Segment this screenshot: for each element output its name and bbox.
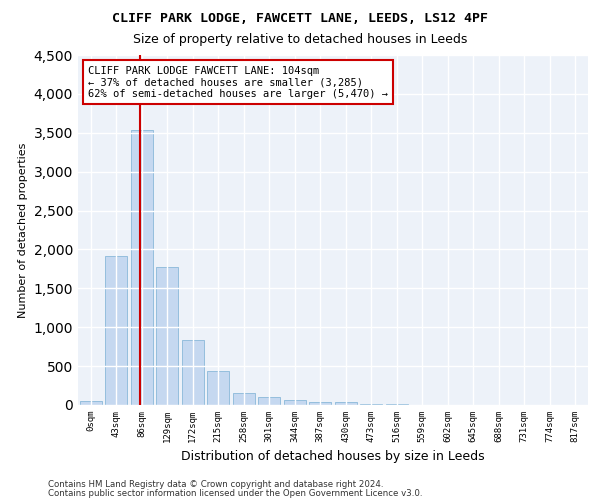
Bar	[233, 393, 254, 405]
Y-axis label: Number of detached properties: Number of detached properties	[18, 142, 28, 318]
Text: Size of property relative to detached houses in Leeds: Size of property relative to detached ho…	[133, 32, 467, 46]
X-axis label: Distribution of detached houses by size in Leeds: Distribution of detached houses by size …	[181, 450, 485, 464]
Bar	[208, 371, 229, 405]
Text: CLIFF PARK LODGE, FAWCETT LANE, LEEDS, LS12 4PF: CLIFF PARK LODGE, FAWCETT LANE, LEEDS, L…	[112, 12, 488, 26]
Text: Contains HM Land Registry data © Crown copyright and database right 2024.: Contains HM Land Registry data © Crown c…	[48, 480, 383, 489]
Bar	[131, 130, 152, 405]
Bar	[182, 340, 203, 405]
Bar	[386, 404, 407, 405]
Bar	[259, 397, 280, 405]
Bar	[157, 266, 178, 405]
Bar	[361, 404, 382, 405]
Bar	[335, 402, 356, 405]
Bar	[80, 400, 101, 405]
Bar	[106, 256, 127, 405]
Bar	[284, 400, 305, 405]
Text: CLIFF PARK LODGE FAWCETT LANE: 104sqm
← 37% of detached houses are smaller (3,28: CLIFF PARK LODGE FAWCETT LANE: 104sqm ← …	[88, 66, 388, 98]
Bar	[310, 402, 331, 405]
Text: Contains public sector information licensed under the Open Government Licence v3: Contains public sector information licen…	[48, 489, 422, 498]
